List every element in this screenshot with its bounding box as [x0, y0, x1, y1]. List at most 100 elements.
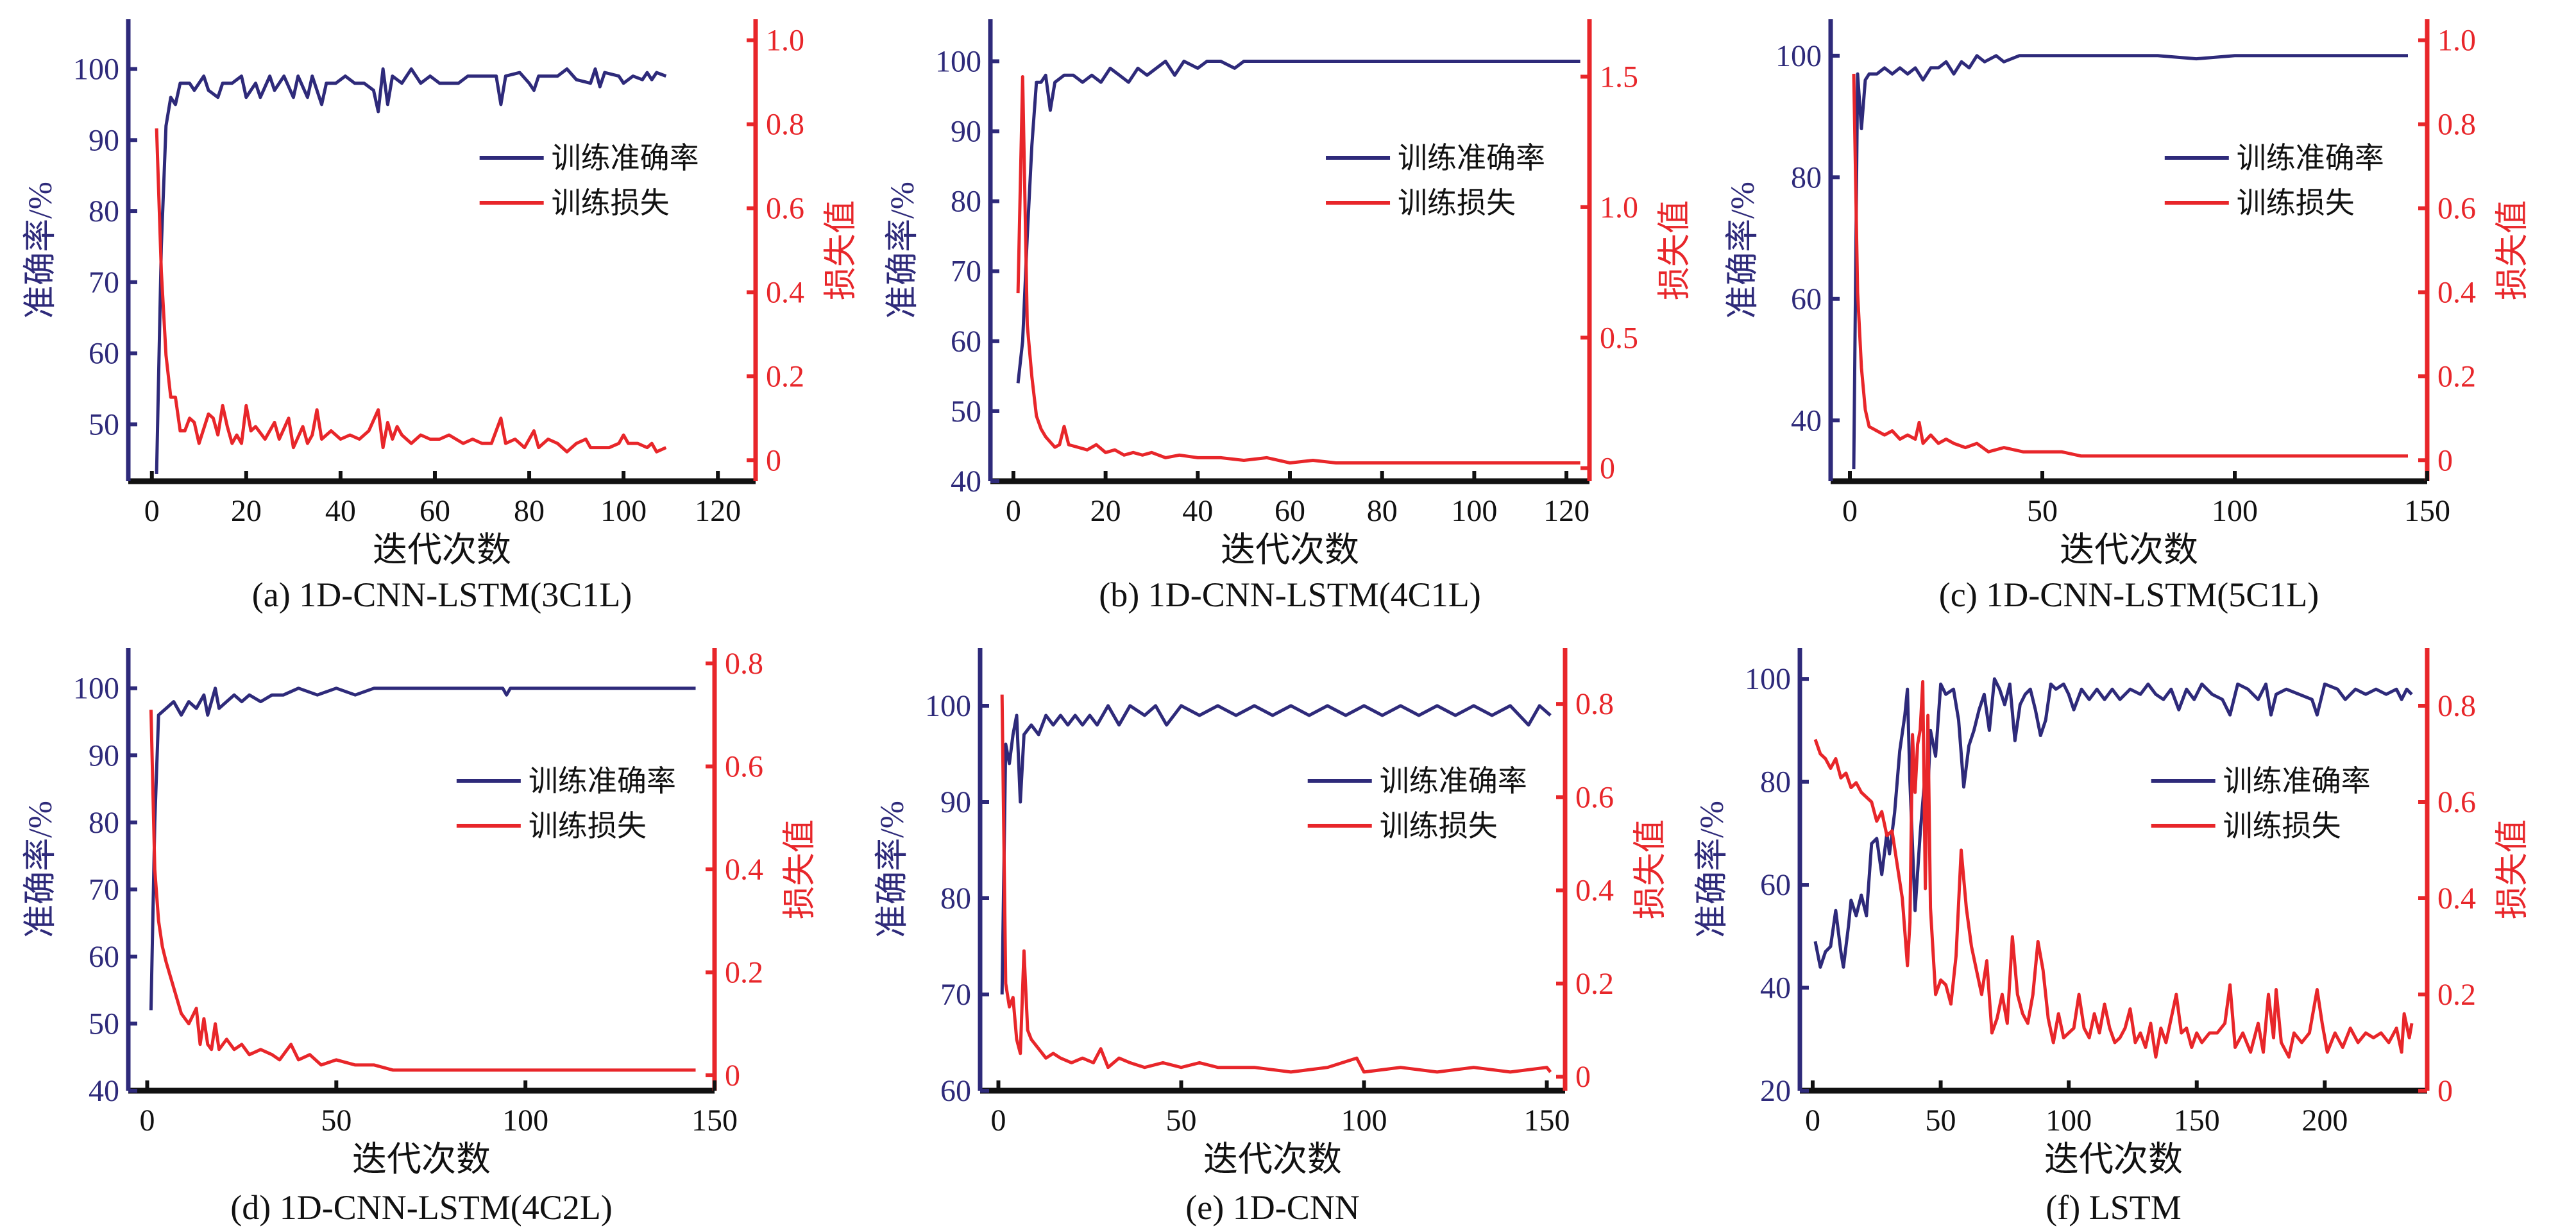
subplot-caption: (c) 1D-CNN-LSTM(5C1L)	[1939, 576, 2319, 614]
y-tick-label-right: 0.8	[1575, 687, 1614, 721]
y-tick-label-left: 100	[1775, 39, 1822, 73]
x-tick-label: 0	[991, 1104, 1006, 1138]
y-tick-label-right: 0	[766, 443, 781, 477]
x-tick-label: 80	[1367, 494, 1398, 528]
y-tick-label-right: 0.8	[2437, 689, 2476, 723]
subplot-caption: (b) 1D-CNN-LSTM(4C1L)	[1099, 576, 1480, 614]
y-axis-label-right: 损失值	[2495, 819, 2531, 919]
y-tick-label-left: 80	[1760, 765, 1791, 799]
y-tick-label-left: 90	[89, 738, 119, 772]
y-tick-label-right: 0.8	[766, 108, 804, 142]
y-tick-label-left: 60	[951, 325, 981, 359]
y-tick-label-right: 0.2	[2437, 359, 2476, 393]
y-tick-label-right: 0.6	[725, 750, 763, 784]
y-tick-label-left: 60	[89, 940, 119, 974]
legend-label-accuracy: 训练准确率	[1398, 142, 1545, 175]
x-tick-label: 80	[514, 494, 545, 528]
x-axis-label: 迭代次数	[1221, 531, 1359, 569]
y-tick-label-right: 0	[2437, 443, 2453, 477]
legend-label-accuracy: 训练准确率	[552, 142, 699, 175]
x-tick-label: 60	[419, 494, 450, 528]
legend-label-loss: 训练损失	[552, 187, 670, 219]
x-tick-label: 40	[1182, 494, 1213, 528]
legend-label-accuracy: 训练准确率	[2237, 142, 2384, 175]
x-tick-label: 0	[1805, 1104, 1820, 1138]
x-tick-label: 150	[2404, 494, 2450, 528]
x-tick-label: 100	[2046, 1104, 2092, 1138]
loss-line	[1852, 74, 2408, 458]
accuracy-line	[1852, 54, 2408, 470]
x-tick-label: 100	[1451, 494, 1497, 528]
y-axis-label-left: 准确率/%	[874, 801, 911, 938]
y-tick-label-left: 90	[951, 115, 981, 149]
subplot-caption: (e) 1D-CNN	[1185, 1188, 1359, 1227]
y-tick-label-left: 70	[89, 873, 119, 907]
y-axis-label-left: 准确率/%	[22, 182, 59, 319]
y-tick-label-left: 80	[89, 806, 119, 840]
y-axis-label-left: 准确率/%	[1725, 182, 1761, 319]
y-tick-label-right: 0.2	[1575, 967, 1614, 1001]
subplot-caption: (a) 1D-CNN-LSTM(3C1L)	[252, 576, 632, 614]
y-tick-label-left: 60	[1760, 868, 1791, 902]
y-tick-label-right: 0	[2437, 1074, 2453, 1108]
y-axis-label-left: 准确率/%	[1694, 801, 1731, 938]
y-tick-label-left: 100	[925, 689, 971, 723]
y-axis-label-right: 损失值	[782, 819, 818, 919]
legend-label-accuracy: 训练准确率	[529, 765, 676, 797]
loss-line	[1813, 680, 2414, 1059]
y-tick-label-right: 0.6	[2437, 785, 2476, 819]
legend-label-loss: 训练损失	[1398, 187, 1516, 219]
x-axis-label: 迭代次数	[373, 531, 511, 569]
accuracy-line	[1813, 677, 2413, 969]
y-tick-label-right: 0.4	[725, 853, 763, 887]
subplot-e: 0 50 100 150 60 70 80 90 100 0 0.2 0.4 0.6 0.8 准确率/% 损失…	[874, 648, 1669, 1227]
y-tick-label-right: 0.4	[2437, 882, 2476, 916]
y-tick-label-right: 0.6	[766, 192, 804, 226]
legend-label-loss: 训练损失	[529, 810, 647, 842]
x-tick-label: 0	[1842, 494, 1858, 528]
x-tick-label: 100	[502, 1104, 548, 1138]
x-tick-label: 50	[321, 1104, 352, 1138]
y-tick-label-right: 0.2	[725, 955, 763, 989]
y-tick-label-left: 90	[940, 785, 971, 819]
legend-label-loss: 训练损失	[2223, 810, 2341, 842]
legend-label-accuracy: 训练准确率	[1380, 765, 1527, 797]
subplot-b: 0 20 40 60 80 100 120 40 50 60 70 80 90 100 0 0.5 1.0 1.5…	[885, 19, 1693, 614]
x-tick-label: 50	[1166, 1104, 1197, 1138]
y-tick-label-right: 1.5	[1600, 60, 1638, 94]
x-tick-label: 100	[1341, 1104, 1387, 1138]
legend-label-loss: 训练损失	[2237, 187, 2355, 219]
x-tick-label: 200	[2301, 1104, 2348, 1138]
x-tick-label: 120	[695, 494, 741, 528]
y-tick-label-left: 80	[89, 194, 119, 228]
y-axis-label-right: 损失值	[1632, 819, 1669, 919]
y-tick-label-left: 20	[1760, 1074, 1791, 1108]
loss-line	[1000, 694, 1552, 1074]
y-tick-label-right: 0.2	[2437, 978, 2476, 1012]
x-axis-label: 迭代次数	[2044, 1140, 2183, 1179]
accuracy-line	[155, 67, 667, 474]
x-tick-label: 60	[1275, 494, 1305, 528]
y-tick-label-right: 0	[1575, 1060, 1591, 1094]
x-tick-label: 0	[1006, 494, 1021, 528]
x-tick-label: 100	[2212, 494, 2258, 528]
x-tick-label: 100	[600, 494, 647, 528]
legend-label-loss: 训练损失	[1380, 810, 1498, 842]
y-tick-label-left: 40	[951, 465, 981, 499]
subplot-f: 0 50 100 150 200 20 40 60 80 100 0 0.2 0.4 0.6 0.8 准确率/…	[1694, 648, 2531, 1227]
y-tick-label-left: 70	[951, 255, 981, 289]
y-tick-label-left: 50	[951, 395, 981, 429]
subplot-caption: (f) LSTM	[2046, 1188, 2181, 1227]
y-tick-label-right: 0.5	[1600, 321, 1638, 355]
y-tick-label-right: 0.4	[766, 275, 804, 309]
subplot-caption: (d) 1D-CNN-LSTM(4C2L)	[230, 1188, 612, 1227]
loss-line	[1016, 75, 1580, 465]
y-tick-label-left: 40	[1791, 404, 1822, 438]
y-tick-label-left: 100	[1745, 662, 1791, 696]
y-axis-label-left: 准确率/%	[885, 182, 921, 319]
